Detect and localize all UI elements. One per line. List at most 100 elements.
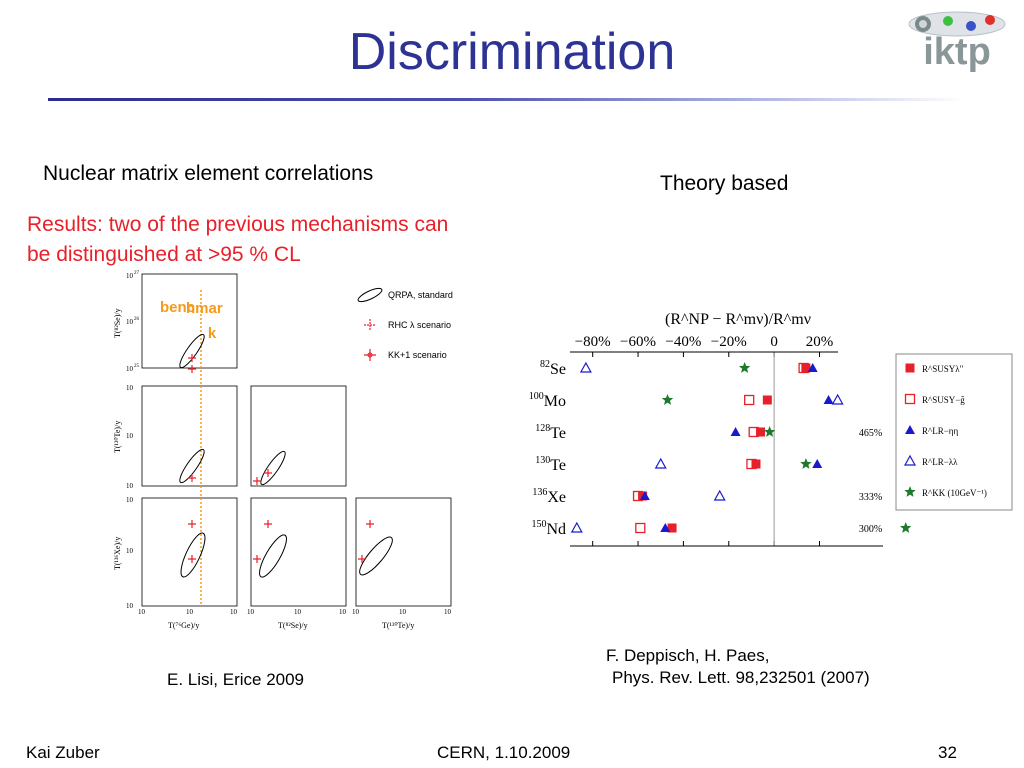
xlabel-te: T(¹³⁰Te)/y bbox=[382, 621, 414, 630]
data-point bbox=[746, 458, 757, 470]
data-point bbox=[812, 459, 823, 468]
panel-te-se bbox=[250, 385, 347, 487]
data-point bbox=[654, 457, 667, 469]
tick-label: 10 bbox=[126, 384, 134, 392]
panel-xe-te bbox=[355, 497, 452, 607]
theory-chart: (R^NP − R^mν)/R^mν −80% −60% −40% −20% 0 20% … bbox=[529, 311, 1013, 547]
tick-label: 10 bbox=[247, 608, 255, 616]
panel-xe-ge bbox=[141, 497, 238, 607]
legend-marker bbox=[903, 454, 917, 466]
rhc-marker bbox=[188, 474, 196, 482]
qrpa-ellipse bbox=[359, 536, 393, 576]
ylabel-xe: T(¹³⁶Xe)/y bbox=[113, 537, 122, 570]
legend-kk: KK+1 scenario bbox=[388, 350, 447, 360]
kk-marker bbox=[366, 520, 374, 528]
tick-label: 10 bbox=[126, 318, 134, 326]
xlabel-se: T(⁸²Se)/y bbox=[278, 621, 308, 630]
right-heading: Theory based bbox=[660, 172, 789, 195]
data-point bbox=[730, 427, 741, 436]
legend-label: R^KK (10GeV⁻¹) bbox=[922, 488, 987, 498]
data-point bbox=[744, 394, 755, 406]
data-point bbox=[762, 395, 772, 405]
data-point bbox=[801, 363, 811, 373]
legend-marker bbox=[904, 393, 916, 405]
legend-label: R^LR−ηη bbox=[922, 426, 959, 436]
footer-author: Kai Zuber bbox=[26, 743, 100, 762]
logo-text: iktp bbox=[923, 31, 991, 72]
left-legend: QRPA, standard RHC λ scenario KK+1 scena… bbox=[357, 287, 453, 361]
isotope-label: 130Te bbox=[535, 455, 566, 474]
kk-marker bbox=[188, 354, 196, 362]
panel-se-ge bbox=[141, 273, 238, 369]
chart-legend-box bbox=[895, 353, 1013, 511]
tick-label: 10 bbox=[126, 272, 134, 280]
tick-label: 10 bbox=[138, 608, 146, 616]
x-tick-label: −60% bbox=[620, 334, 656, 350]
tick-label: 10 bbox=[126, 547, 134, 555]
data-point bbox=[800, 458, 812, 469]
result-line-1: Results: two of the previous mechanisms … bbox=[27, 213, 449, 236]
x-tick-label: −20% bbox=[711, 334, 747, 350]
annotation-label: 465% bbox=[859, 428, 882, 439]
tick-label: 10 bbox=[399, 608, 407, 616]
data-point bbox=[579, 361, 592, 373]
annotation-label: 300% bbox=[859, 524, 882, 535]
x-tick-label: −40% bbox=[665, 334, 701, 350]
ylabel-se: T(⁸²Se)/y bbox=[113, 308, 122, 338]
legend-label: R^LR−λλ bbox=[922, 457, 958, 467]
tick-label: 10 bbox=[294, 608, 302, 616]
benchmark-label-2: hmar bbox=[186, 300, 223, 317]
panel-xe-se bbox=[250, 497, 347, 607]
tick-label: 10 bbox=[444, 608, 452, 616]
tick-label: 10 bbox=[126, 602, 134, 610]
svg-text:26: 26 bbox=[134, 317, 140, 322]
nme-correlation-figure: QRPA, standard RHC λ scenario KK+1 scena… bbox=[113, 271, 453, 630]
tick-label: 10 bbox=[339, 608, 347, 616]
qrpa-ellipse bbox=[260, 450, 286, 486]
qrpa-ellipse bbox=[180, 532, 206, 578]
isotope-label: 128Te bbox=[535, 423, 566, 442]
chart-title: (R^NP − R^mν)/R^mν bbox=[665, 311, 811, 328]
left-heading: Nuclear matrix element correlations bbox=[43, 162, 374, 185]
kk-marker bbox=[264, 520, 272, 528]
qrpa-ellipse bbox=[259, 534, 287, 578]
left-credit: E. Lisi, Erice 2009 bbox=[167, 670, 305, 689]
x-tick-label: 20% bbox=[806, 334, 834, 350]
legend-label: R^SUSYλ′′ bbox=[922, 364, 964, 374]
data-point bbox=[639, 491, 650, 500]
data-point bbox=[738, 362, 751, 373]
tick-label: 10 bbox=[126, 432, 134, 440]
data-point bbox=[748, 426, 759, 438]
footer-venue-date: CERN, 1.10.2009 bbox=[437, 743, 571, 762]
legend-label: R^SUSY−g̃ bbox=[922, 395, 965, 405]
data-point bbox=[667, 523, 677, 533]
rhc-marker bbox=[358, 555, 366, 563]
data-point bbox=[661, 394, 674, 405]
title-underline bbox=[48, 98, 966, 101]
legend-marker bbox=[905, 363, 915, 373]
result-line-2: be distinguished at >95 % CL bbox=[27, 243, 301, 266]
annotation-label: 333% bbox=[859, 492, 882, 503]
isotope-label: 136Xe bbox=[532, 487, 566, 506]
data-point bbox=[798, 362, 809, 374]
iktp-logo: iktp bbox=[908, 11, 1006, 72]
rhc-marker bbox=[188, 555, 196, 563]
right-credit-line-1: F. Deppisch, H. Paes, bbox=[606, 646, 770, 665]
qrpa-ellipse bbox=[179, 448, 205, 484]
isotope-label: 100Mo bbox=[529, 391, 566, 410]
kk-marker bbox=[264, 469, 272, 477]
legend-marker bbox=[904, 486, 916, 497]
isotope-label: 150Nd bbox=[531, 519, 566, 538]
data-point bbox=[763, 426, 776, 437]
kk-marker bbox=[188, 520, 196, 528]
x-tick-label: 0 bbox=[770, 334, 778, 350]
tick-label: 10 bbox=[126, 482, 134, 490]
tick-label: 10 bbox=[230, 608, 238, 616]
right-credit-line-2: Phys. Rev. Lett. 98,232501 (2007) bbox=[612, 668, 870, 687]
benchmark-label-1: benc bbox=[160, 299, 196, 316]
rhc-marker bbox=[253, 555, 261, 563]
ylabel-te: T(¹³⁰Te)/y bbox=[113, 421, 122, 453]
slide-title: Discrimination bbox=[348, 23, 676, 81]
tick-label: 10 bbox=[186, 608, 194, 616]
data-point bbox=[660, 523, 671, 532]
